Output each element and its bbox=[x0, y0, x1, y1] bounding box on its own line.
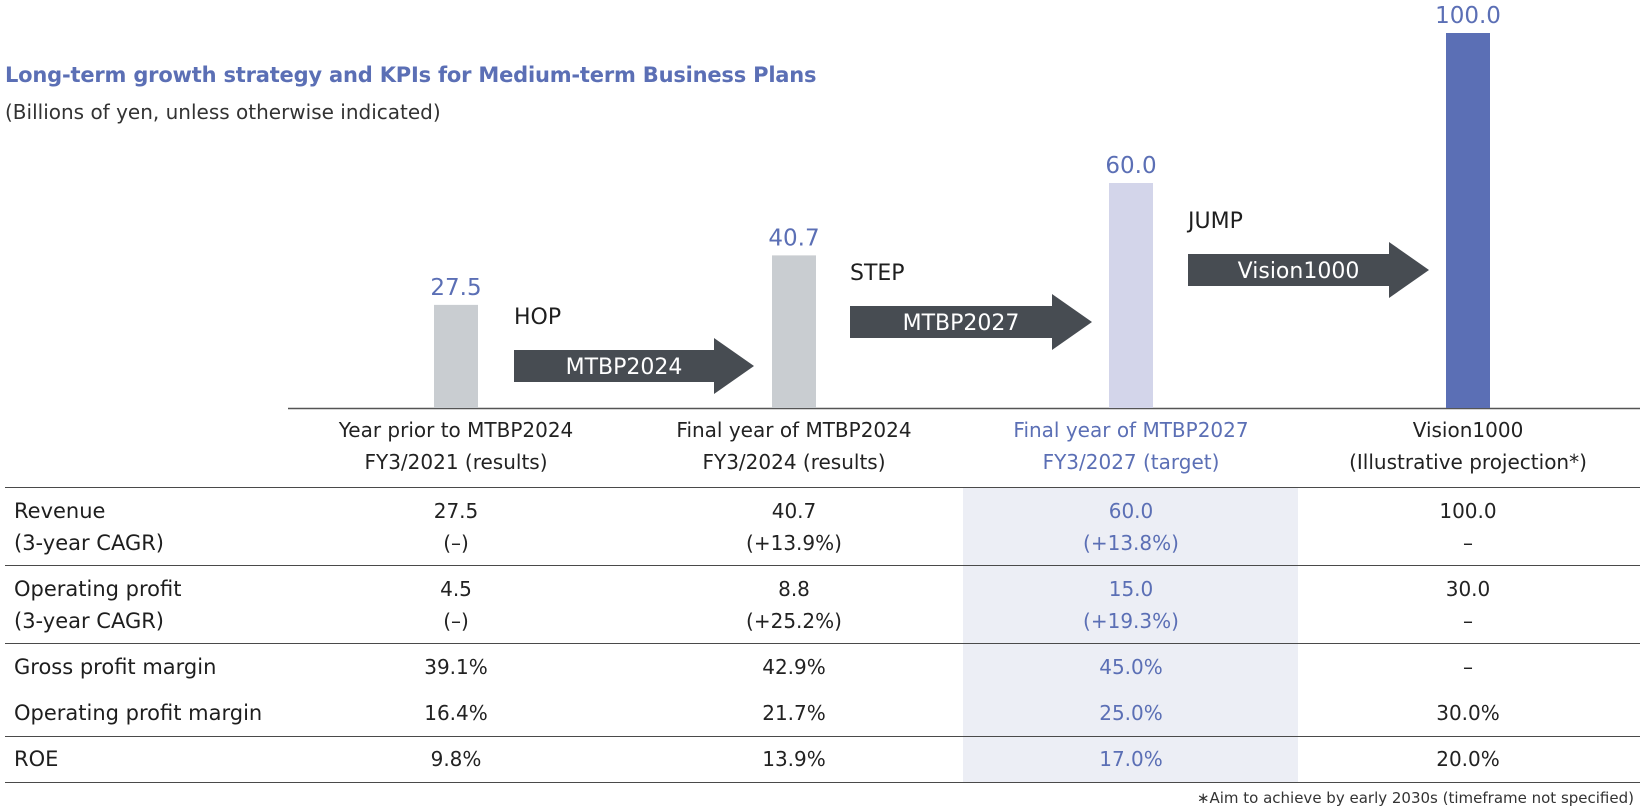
table-cell: 45.0% bbox=[1099, 655, 1163, 679]
bar bbox=[434, 304, 478, 408]
row-label-gross-profit-margin: Gross profit margin bbox=[14, 655, 217, 679]
bar bbox=[1109, 183, 1153, 408]
bar-value-label: 100.0 bbox=[1435, 3, 1501, 29]
column-header-line1: Year prior to MTBP2024 bbox=[338, 418, 574, 442]
table-cell: 30.0% bbox=[1436, 701, 1500, 725]
arrow-plan-label: MTBP2024 bbox=[566, 355, 683, 380]
arrow-plan-label: MTBP2027 bbox=[903, 311, 1020, 336]
arrow-shape bbox=[514, 338, 754, 394]
arrow-step-label: JUMP bbox=[1186, 209, 1243, 234]
arrow-shape bbox=[1188, 242, 1429, 298]
table-cell: 39.1% bbox=[424, 655, 488, 679]
table-cell: 17.0% bbox=[1099, 747, 1163, 771]
table-cell: 13.9% bbox=[762, 747, 826, 771]
row-label-operating-profit-margin: Operating profit margin bbox=[14, 701, 263, 725]
column-header-fy2021: Year prior to MTBP2024 FY3/2021 (results… bbox=[306, 414, 606, 478]
table-cell: 4.5 (–) bbox=[440, 577, 472, 633]
table-cell: 15.0 (+19.3%) bbox=[1083, 577, 1179, 633]
table-cell: 21.7% bbox=[762, 701, 826, 725]
bar bbox=[772, 255, 816, 408]
bar-value-label: 27.5 bbox=[430, 275, 481, 301]
footnote: ∗Aim to achieve by early 2030s (timefram… bbox=[1196, 789, 1634, 807]
column-header-line1: Vision1000 bbox=[1412, 418, 1524, 442]
target-column-highlight bbox=[963, 488, 1298, 782]
arrow-shape bbox=[850, 294, 1092, 350]
bar-value-label: 60.0 bbox=[1105, 153, 1156, 179]
row-label-revenue: Revenue (3-year CAGR) bbox=[14, 499, 165, 555]
table-cell: 8.8 (+25.2%) bbox=[746, 577, 842, 633]
table-rule bbox=[5, 565, 1640, 566]
column-header-line1: Final year of MTBP2027 bbox=[1013, 418, 1249, 442]
table-cell: 16.4% bbox=[424, 701, 488, 725]
table-cell: 25.0% bbox=[1099, 701, 1163, 725]
table-cell: 30.0– bbox=[1445, 577, 1491, 633]
column-header-line1: Final year of MTBP2024 bbox=[676, 418, 912, 442]
table-cell: – bbox=[1463, 655, 1473, 679]
chart-subtitle: (Billions of yen, unless otherwise indic… bbox=[5, 100, 441, 124]
table-cell: 9.8% bbox=[430, 747, 482, 771]
table-cell: 20.0% bbox=[1436, 747, 1500, 771]
table-cell: 60.0 (+13.8%) bbox=[1083, 499, 1179, 555]
table-cell: 40.7 (+13.9%) bbox=[746, 499, 842, 555]
table-cell: 100.0– bbox=[1439, 499, 1497, 555]
arrow-step-label: HOP bbox=[514, 305, 561, 330]
column-header-line2: FY3/2024 (results) bbox=[702, 450, 886, 474]
table-cell: 42.9% bbox=[762, 655, 826, 679]
bar bbox=[1446, 33, 1490, 408]
column-header-line2: FY3/2027 (target) bbox=[1042, 450, 1220, 474]
arrow-plan-label: Vision1000 bbox=[1238, 259, 1360, 284]
bar-value-label: 40.7 bbox=[768, 225, 819, 251]
column-header-line2: FY3/2021 (results) bbox=[364, 450, 548, 474]
row-label-roe: ROE bbox=[14, 747, 59, 771]
table-rule bbox=[5, 782, 1640, 783]
column-header-fy2024: Final year of MTBP2024 FY3/2024 (results… bbox=[644, 414, 944, 478]
table-rule bbox=[5, 736, 1640, 737]
chart-title: Long-term growth strategy and KPIs for M… bbox=[5, 63, 817, 87]
table-cell: 27.5 (–) bbox=[433, 499, 479, 555]
arrow-step-label: STEP bbox=[850, 261, 905, 286]
table-rule bbox=[5, 487, 1640, 488]
table-rule bbox=[5, 643, 1640, 644]
column-header-line2: (Illustrative projection*) bbox=[1349, 450, 1587, 474]
column-header-vision1000: Vision1000 (Illustrative projection*) bbox=[1318, 414, 1618, 478]
column-header-fy2027: Final year of MTBP2027 FY3/2027 (target) bbox=[981, 414, 1281, 478]
row-label-operating-profit: Operating profit (3-year CAGR) bbox=[14, 577, 182, 633]
